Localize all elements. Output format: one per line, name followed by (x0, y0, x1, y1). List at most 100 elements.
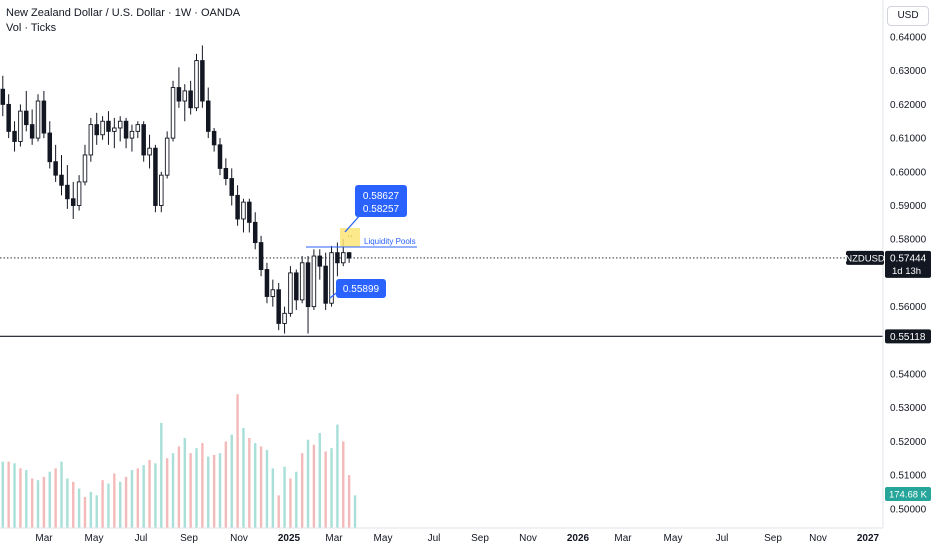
candle-body (129, 130, 135, 139)
time-tick-label: Nov (230, 533, 248, 544)
candle (211, 127, 217, 152)
volume-bar (324, 451, 327, 528)
callout-top-value-2: 0.58257 (363, 204, 400, 215)
volume-bar (195, 448, 198, 528)
symbol-tag-label: NZDUSD (845, 253, 885, 264)
candle (129, 124, 135, 152)
volume-bar (160, 422, 163, 528)
liquidity-highlight (340, 228, 360, 247)
volume-bar (353, 495, 357, 528)
volume-bar (177, 446, 181, 528)
candle-body (29, 124, 35, 139)
volume-bar (289, 478, 292, 528)
volume-bar (330, 448, 333, 528)
callout-bottom-value: 0.55899 (343, 284, 380, 295)
volume-bar (318, 432, 321, 528)
candle (294, 269, 299, 310)
candle-body (176, 87, 182, 102)
volume-bar (347, 475, 351, 528)
volume-bar (212, 454, 216, 528)
volume-tag-value: 174.68 K (889, 490, 928, 501)
candle-body (323, 265, 328, 304)
level-layer (0, 257, 883, 337)
candle (276, 283, 281, 331)
volume-bar (7, 461, 10, 528)
callout-top-box (355, 185, 407, 217)
volume-bar (283, 466, 286, 528)
volume-bar (230, 434, 233, 528)
candle-body (65, 184, 70, 200)
candle (200, 45, 205, 108)
volume-bar (136, 468, 140, 528)
volume-bar (124, 476, 128, 528)
candle-body (0, 88, 6, 105)
volume-bar (312, 444, 316, 528)
candle (70, 181, 76, 219)
time-tick-label: Mar (614, 533, 632, 544)
candle-body (12, 130, 17, 142)
candle-body (311, 255, 317, 308)
volume-bar (242, 427, 245, 528)
candle-body (147, 147, 152, 156)
chart-title: New Zealand Dollar / U.S. Dollar · 1W · … (6, 7, 241, 19)
candle-body (123, 120, 129, 139)
currency-button[interactable]: USD (887, 6, 929, 26)
volume-bar (248, 438, 251, 528)
candle-body (35, 100, 41, 139)
volume-bar (25, 470, 28, 528)
candle (94, 112, 99, 145)
volume-bar (236, 394, 239, 528)
candle-body (141, 124, 146, 156)
level-price-value: 0.55118 (890, 332, 926, 343)
price-tick-label: 0.56000 (890, 302, 927, 313)
time-tick-label: Jul (716, 533, 729, 544)
candle (164, 131, 170, 179)
volume-bar (107, 483, 110, 528)
candle-body (76, 181, 82, 206)
volume-bar (224, 441, 228, 528)
candle-body (6, 103, 11, 132)
candlesticks (0, 45, 352, 334)
level-price-tag (885, 329, 931, 344)
volume-bar (48, 471, 51, 528)
candle-body (270, 289, 276, 297)
volume-bar (13, 463, 16, 528)
candle (305, 256, 311, 334)
price-tick-label: 0.61000 (890, 134, 927, 145)
symbol-tag (846, 250, 884, 265)
price-tick-label: 0.63000 (890, 66, 927, 77)
candle-body (88, 124, 94, 156)
price-tick-label: 0.54000 (890, 370, 927, 381)
candle-body (70, 198, 76, 206)
candle (247, 198, 252, 233)
liquidity-pools-label: Liquidity Pools (364, 237, 416, 246)
volume-bar (277, 495, 280, 528)
candle (141, 121, 146, 162)
volume-bar (66, 478, 69, 528)
volume-bar (72, 481, 75, 528)
candle-body (341, 252, 346, 264)
volume-bar (183, 438, 186, 528)
candle-body (294, 272, 299, 301)
candle (182, 84, 188, 122)
candle-body (276, 289, 281, 324)
volume-bar (101, 480, 104, 528)
time-tick-label: Mar (325, 533, 343, 544)
volume-bar (306, 439, 310, 528)
candle (153, 144, 158, 213)
volume-bar (83, 497, 87, 528)
volume-bar (142, 464, 145, 528)
volume-bar (89, 491, 93, 528)
candle (159, 171, 164, 213)
candle (147, 134, 152, 169)
candle (188, 80, 193, 115)
candle (323, 252, 328, 310)
candle-body (264, 269, 270, 297)
candle (29, 109, 35, 145)
candle (288, 266, 293, 317)
volume-tag (885, 487, 931, 501)
candle-body (211, 130, 217, 146)
price-tick-label: 0.53000 (890, 403, 927, 414)
bar-countdown: 1d 13h (892, 266, 921, 277)
